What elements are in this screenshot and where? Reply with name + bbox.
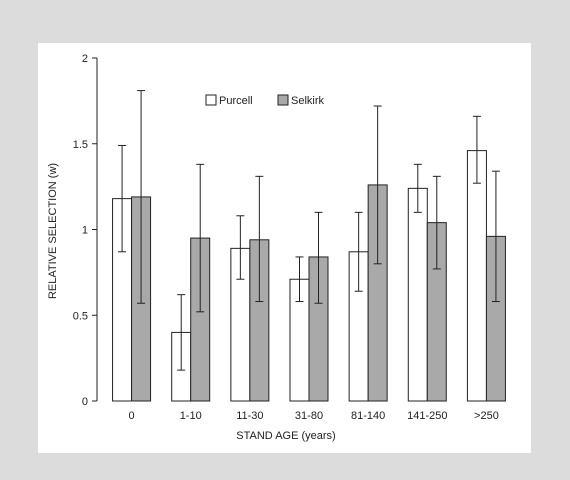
legend-label-purcell: Purcell [219,95,253,107]
x-tick-label: 81-140 [351,410,385,422]
x-tick-label: 141-250 [407,410,447,422]
bars [112,150,506,402]
x-tick-label: 1-10 [180,410,202,422]
error-bars [118,90,500,371]
x-axis-title: STAND AGE (years) [236,430,335,442]
legend: Purcell Selkirk [205,94,325,107]
legend-swatch-selkirk [277,94,289,106]
y-tick-label: 2 [82,53,88,65]
axes [92,57,98,402]
x-tick-label: 0 [129,410,135,422]
legend-label-selkirk: Selkirk [291,95,325,107]
chart-panel: 0 0.5 1 1.5 2 0 1-10 11-30 31-80 81-140 141-250 >25… [38,43,531,453]
y-tick-label: 0.5 [73,310,88,322]
x-tick-label: 11-30 [236,410,263,422]
y-tick-label: 1.5 [73,139,88,151]
x-tick-label: 31-80 [295,410,323,422]
x-tick-label: >250 [474,410,499,422]
bar-purcell [466,150,487,402]
tick-labels: 0 0.5 1 1.5 2 0 1-10 11-30 31-80 81-140 141-250 >25… [73,53,499,422]
bar-purcell [407,187,428,402]
bar-chart: 0 0.5 1 1.5 2 0 1-10 11-30 31-80 81-140 141-250 >25… [47,53,506,442]
y-tick-label: 0 [82,396,88,408]
y-tick-label: 1 [82,225,88,237]
legend-swatch-purcell [205,94,217,106]
y-axis-title: RELATIVE SELECTION (w) [47,163,59,299]
